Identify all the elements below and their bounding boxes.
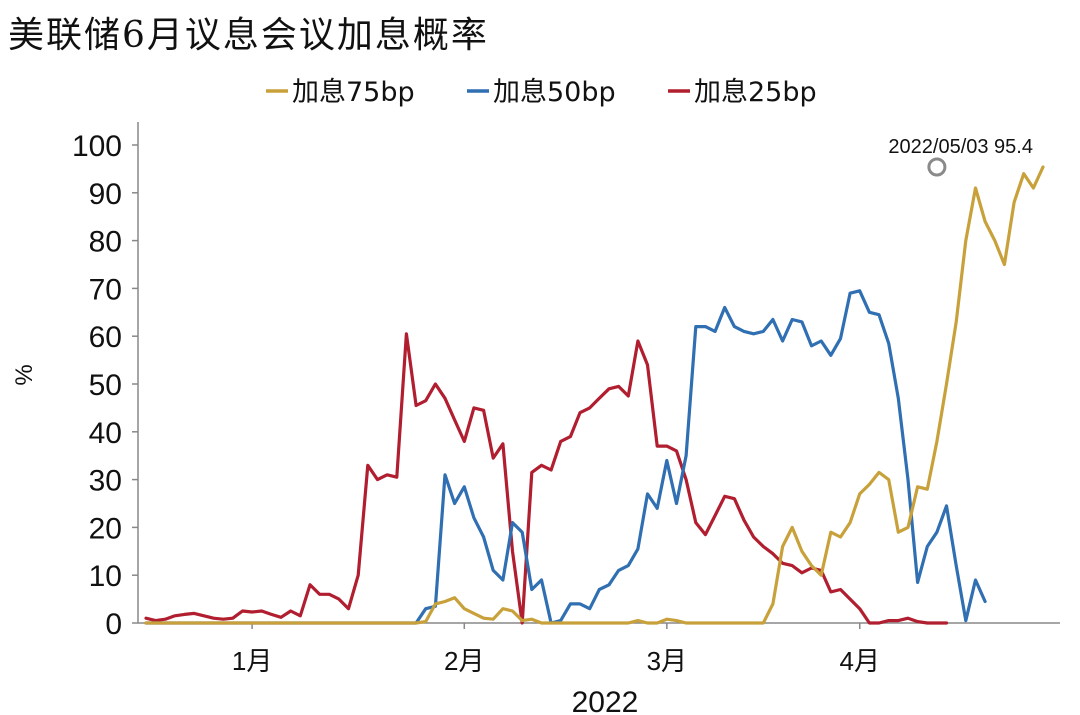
- annotation-marker: [927, 157, 947, 177]
- legend: 加息75bp 加息50bp 加息25bp: [266, 77, 817, 108]
- y-tick-label: 20: [89, 512, 122, 545]
- y-tick-label: 0: [105, 608, 122, 641]
- legend-label: 加息50bp: [493, 77, 616, 108]
- legend-label: 加息25bp: [694, 77, 817, 108]
- chart-title: 美联储6月议息会议加息概率: [8, 15, 489, 56]
- y-tick-label: 80: [89, 226, 122, 259]
- series-layer: [144, 165, 1045, 625]
- x-tick-label: 1月: [232, 646, 272, 676]
- y-tick-label: 40: [89, 417, 122, 450]
- series-line: [144, 165, 1045, 625]
- x-tick-label: 3月: [647, 646, 687, 676]
- series-line: [144, 332, 949, 625]
- y-tick-label: 90: [89, 178, 122, 211]
- legend-label: 加息75bp: [292, 77, 415, 108]
- y-axis-label: %: [11, 364, 38, 385]
- x-tick-label: 4月: [840, 646, 880, 676]
- y-tick-label: 30: [89, 465, 122, 498]
- y-tick-label: 70: [89, 273, 122, 306]
- series-line: [144, 289, 987, 625]
- y-tick-label: 60: [89, 321, 122, 354]
- x-axis-label: 2022: [572, 686, 639, 715]
- annotation-label: 2022/05/03 95.4: [888, 136, 1033, 158]
- annotation-layer: 2022/05/03 95.4: [888, 136, 1033, 177]
- y-tick-label: 10: [89, 560, 122, 593]
- y-tick-label: 100: [72, 130, 122, 163]
- x-tick-label: 2月: [444, 646, 484, 676]
- axes: 0 10 20 30 40 50 60 70 80 90 100 1月 2月 3月 4月: [72, 122, 1060, 676]
- y-tick-label: 50: [89, 369, 122, 402]
